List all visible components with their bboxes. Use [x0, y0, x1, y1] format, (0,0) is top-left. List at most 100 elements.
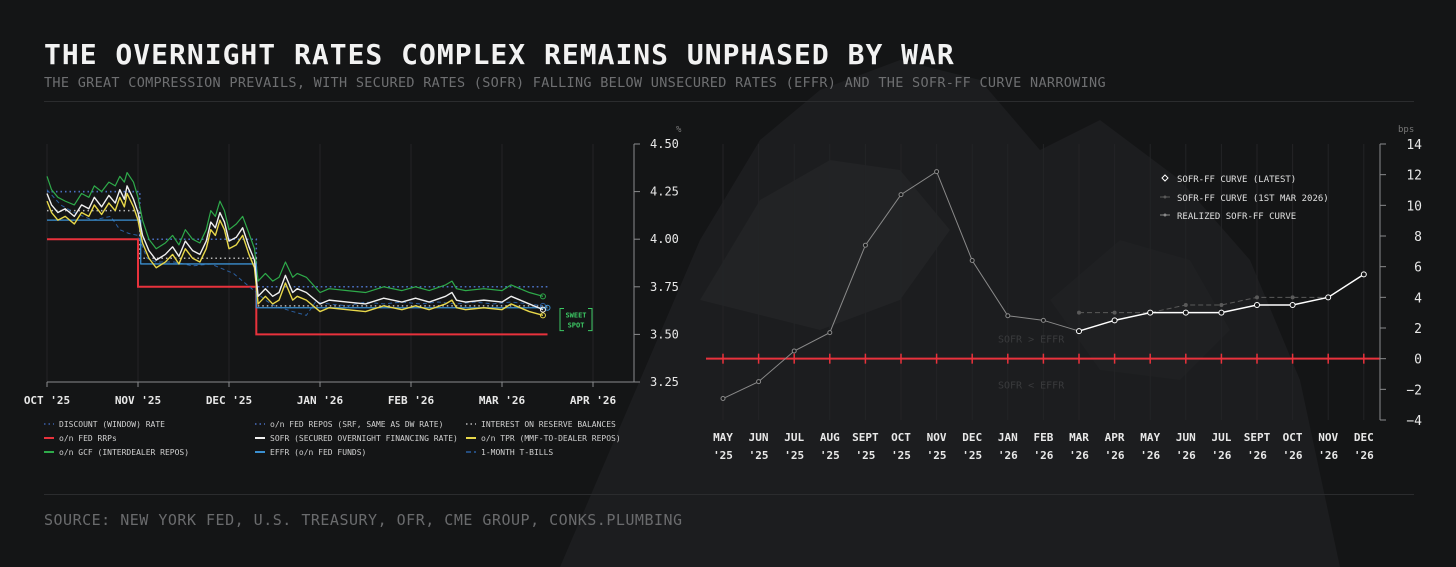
iorb-line: [47, 209, 548, 307]
effr-line: [47, 219, 548, 309]
curve_mar-point: [1290, 295, 1295, 300]
legend-label: EFFR (o/n FED FUNDS): [270, 448, 366, 457]
legend-swatch-point: [1163, 195, 1167, 199]
y-tick-label: 10: [1406, 199, 1422, 214]
y-tick-label: 2: [1414, 322, 1422, 337]
y-tick-label: 4.50: [650, 137, 679, 151]
source-note: SOURCE: NEW YORK FED, U.S. TREASURY, OFR…: [44, 511, 683, 529]
legend-label: SOFR (SECURED OVERNIGHT FINANCING RATE): [270, 434, 458, 443]
y-tick-label: 4.00: [650, 232, 679, 246]
curve_realized-point: [969, 258, 975, 264]
curve_latest-point: [1325, 294, 1332, 301]
legend-label: o/n TPR (MMF-TO-DEALER REPOS): [481, 434, 621, 443]
x-tick-year-label: '25: [855, 449, 875, 462]
curve_realized-point: [827, 330, 833, 336]
curve_latest-point: [1076, 328, 1082, 335]
tpr-line: [46, 192, 544, 317]
x-tick-label: JUL: [1211, 431, 1231, 444]
x-tick-label: NOV '25: [115, 394, 161, 407]
curve_latest-point: [1182, 309, 1189, 316]
x-tick-label: FEB: [1033, 431, 1053, 444]
x-tick-year-label: '26: [1176, 449, 1196, 462]
curve_mar-point: [1183, 303, 1188, 307]
sofr-ff-curve-chart: SOFR > EFFR SOFR < EFFR bps 14 12 10 8 6 4 2 0 −2 −…: [706, 125, 1422, 462]
x-tick-label: OCT: [1283, 431, 1303, 444]
x-tick-label: NOV: [927, 431, 947, 444]
x-tick-year-label: '25: [891, 449, 911, 462]
x-tick-label: MAY: [713, 431, 733, 444]
tbills-line: [46, 189, 544, 316]
curve_latest-point: [1289, 302, 1296, 308]
curve_latest-point: [1111, 317, 1118, 324]
x-tick-label: DEC '25: [206, 394, 252, 407]
curve_realized-point: [720, 396, 726, 402]
y-unit-label: %: [676, 125, 682, 135]
x-tick-label: OCT: [891, 431, 911, 444]
overnight-rates-chart: SWEET SPOT % 4.50 4.25 4.00 3.75 3.50 3.25 OCT '…: [24, 125, 682, 457]
legend-swatch-point: [1163, 213, 1167, 217]
x-tick-year-label: '26: [1105, 449, 1125, 462]
curve_latest-point: [1147, 309, 1154, 316]
x-tick-label: NOV: [1318, 431, 1338, 444]
y-unit-label: bps: [1398, 125, 1414, 135]
x-tick-label: JUL: [784, 431, 804, 444]
legend-swatch: [1161, 174, 1169, 182]
x-tick-year-label: '26: [998, 449, 1018, 462]
x-tick-label: MAR: [1069, 431, 1089, 444]
y-tick-label: 3.25: [650, 375, 679, 389]
y-tick-label: 6: [1414, 261, 1422, 276]
x-tick-label: SEPT: [852, 431, 879, 444]
curve_mar-point: [1219, 303, 1224, 307]
x-tick-label: APR '26: [570, 394, 617, 407]
legend-label: DISCOUNT (WINDOW) RATE: [59, 420, 165, 429]
x-tick-label: DEC: [962, 431, 982, 444]
legend-label: REALIZED SOFR-FF CURVE: [1177, 212, 1296, 222]
legend-label: 1-MONTH T-BILLS: [481, 448, 553, 457]
y-tick-label: 12: [1406, 169, 1422, 184]
x-tick-year-label: '26: [1247, 449, 1267, 462]
curve_realized-point: [934, 169, 940, 175]
y-tick-label: 8: [1414, 230, 1422, 245]
x-tick-year-label: '26: [1033, 449, 1053, 462]
srf-line: [47, 190, 548, 288]
curve_realized-point: [791, 348, 797, 354]
x-tick-label: OCT '25: [24, 394, 70, 407]
x-tick-year-label: '26: [1140, 449, 1160, 462]
x-tick-label: JUN: [1176, 431, 1196, 444]
x-tick-year-label: '25: [927, 449, 947, 462]
x-tick-year-label: '26: [1283, 449, 1303, 462]
sweet-spot-bracket-right: [588, 308, 593, 332]
legend-label: o/n GCF (INTERDEALER REPOS): [59, 448, 189, 457]
x-tick-year-label: '25: [962, 449, 982, 462]
sweet-spot-label: SWEET: [565, 312, 586, 320]
curve_realized-point: [1040, 317, 1046, 323]
y-tick-label: 0: [1414, 353, 1422, 368]
rrp-line: [47, 238, 548, 336]
curve_mar-point: [1077, 310, 1081, 315]
x-tick-label: FEB '26: [388, 394, 435, 407]
x-tick-label: MAY: [1140, 431, 1160, 444]
curve_mar-point: [1112, 310, 1117, 315]
x-tick-label: JAN '26: [297, 394, 344, 407]
curve_realized-point: [862, 242, 868, 248]
x-tick-year-label: '25: [713, 449, 733, 462]
y-tick-label: 14: [1406, 138, 1422, 153]
curve_realized-point: [1005, 313, 1011, 319]
y-tick-label: 4.25: [650, 185, 679, 199]
legend-label: o/n FED REPOS (SRF, SAME AS DW RATE): [270, 420, 443, 429]
curve_latest-point: [1218, 309, 1225, 316]
region-label: SOFR < EFFR: [998, 381, 1065, 392]
x-tick-year-label: '26: [1354, 449, 1374, 462]
sweet-spot-label: SPOT: [568, 322, 585, 330]
y-tick-label: 4: [1414, 291, 1422, 306]
x-tick-year-label: '25: [749, 449, 769, 462]
curve_mar-point: [1255, 295, 1259, 300]
x-tick-label: JAN: [998, 431, 1018, 444]
page-title: THE OVERNIGHT RATES COMPLEX REMAINS UNPH…: [44, 38, 955, 71]
y-tick-label: −2: [1406, 383, 1422, 398]
x-tick-year-label: '26: [1069, 449, 1089, 462]
page-subtitle: THE GREAT COMPRESSION PREVAILS, WITH SEC…: [44, 75, 1106, 91]
footer-divider: [44, 494, 1414, 495]
x-tick-label: JUN: [749, 431, 769, 444]
